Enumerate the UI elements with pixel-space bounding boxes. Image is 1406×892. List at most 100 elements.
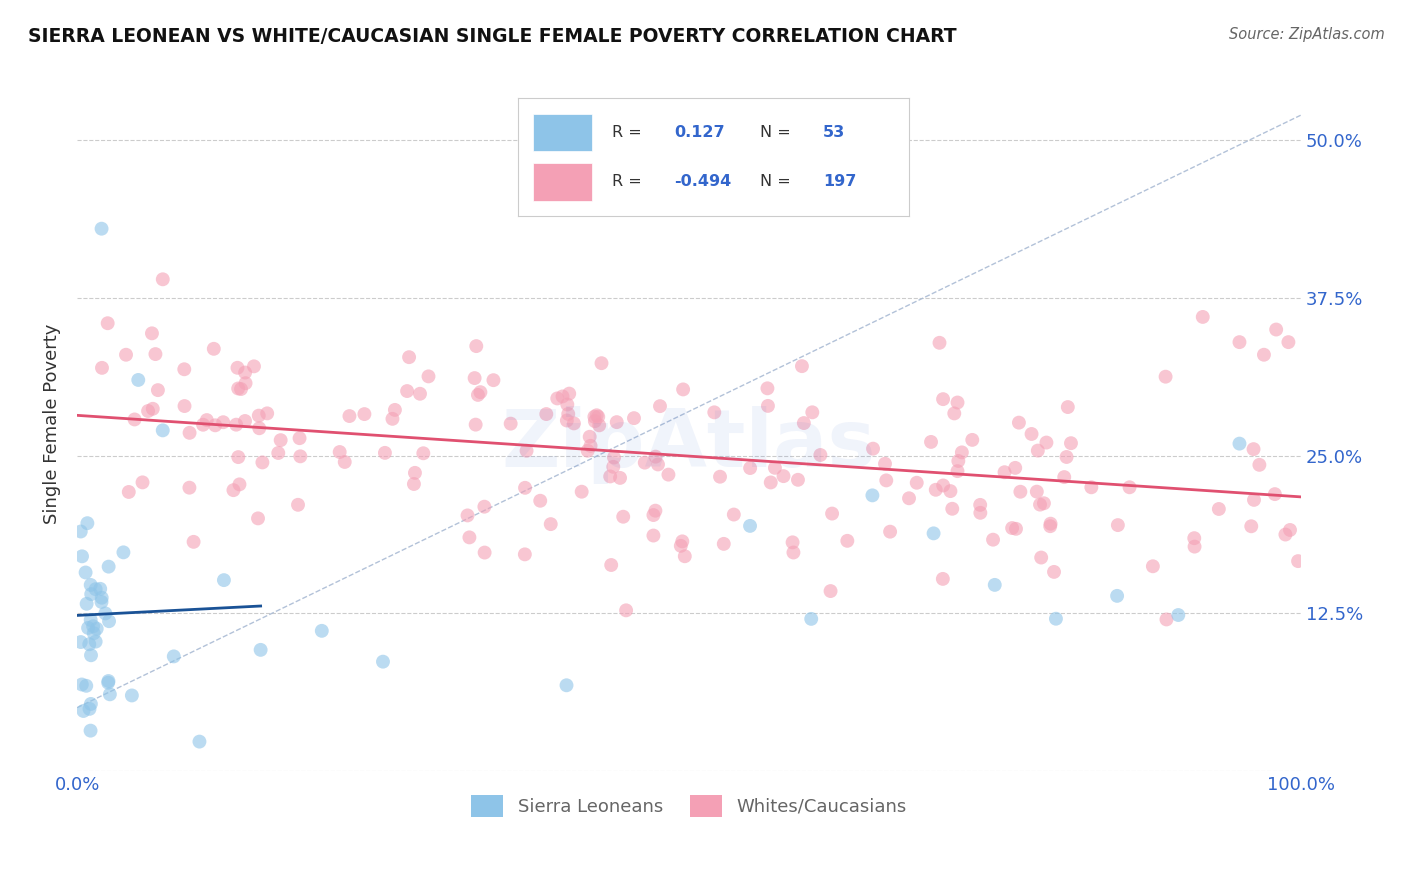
Point — [146, 383, 169, 397]
Point — [1167, 607, 1189, 622]
Point — [1008, 416, 1031, 430]
Point — [80, 587, 103, 601]
Point — [84, 634, 107, 648]
Point — [536, 407, 558, 421]
Point — [948, 454, 970, 468]
Point — [97, 559, 120, 574]
Point — [1080, 480, 1102, 494]
Point — [1264, 487, 1286, 501]
Point — [516, 443, 538, 458]
Point — [709, 469, 731, 483]
Point — [288, 431, 311, 445]
Point — [571, 484, 593, 499]
Point — [90, 591, 112, 605]
Point — [922, 526, 945, 541]
Point — [962, 433, 984, 447]
Point — [270, 433, 292, 447]
Point — [145, 347, 167, 361]
Point — [233, 366, 256, 380]
Point — [173, 362, 195, 376]
Point — [981, 533, 1004, 547]
Point — [932, 572, 955, 586]
Point — [808, 448, 831, 462]
Point — [1025, 484, 1047, 499]
Point — [457, 508, 479, 523]
Point — [585, 409, 607, 423]
Point — [606, 415, 628, 429]
Point — [932, 392, 955, 406]
Point — [97, 673, 120, 688]
Point — [482, 373, 505, 387]
Point — [142, 401, 165, 416]
Point — [226, 382, 249, 396]
Point — [614, 603, 637, 617]
Point — [557, 407, 579, 421]
Point — [1045, 612, 1067, 626]
Point — [247, 511, 270, 525]
Point — [950, 445, 973, 459]
Point — [228, 477, 250, 491]
Point — [1277, 335, 1299, 350]
Point — [623, 411, 645, 425]
Point — [873, 457, 896, 471]
Point — [212, 573, 235, 587]
Point — [1107, 589, 1129, 603]
Point — [1060, 436, 1083, 450]
Point — [1253, 348, 1275, 362]
Point — [1039, 519, 1062, 533]
Text: SIERRA LEONEAN VS WHITE/CAUCASIAN SINGLE FEMALE POVERTY CORRELATION CHART: SIERRA LEONEAN VS WHITE/CAUCASIAN SINGLE… — [28, 27, 956, 45]
Point — [1026, 443, 1049, 458]
Point — [555, 678, 578, 692]
Point — [578, 430, 600, 444]
Point — [879, 524, 901, 539]
Point — [94, 607, 117, 621]
Point — [800, 612, 823, 626]
Point — [1240, 519, 1263, 533]
Point — [402, 477, 425, 491]
Point — [247, 409, 270, 423]
Point — [860, 488, 883, 502]
Point — [648, 399, 671, 413]
Point — [984, 578, 1007, 592]
Point — [136, 404, 159, 418]
Point — [467, 388, 489, 402]
Point — [644, 450, 666, 464]
Point — [396, 384, 419, 398]
Point — [969, 506, 991, 520]
Point — [738, 519, 761, 533]
Point — [97, 316, 120, 330]
Point — [790, 359, 813, 373]
Point — [131, 475, 153, 490]
Point — [1243, 442, 1265, 457]
Point — [381, 412, 404, 426]
Point — [576, 443, 599, 458]
Point — [79, 702, 101, 716]
Point — [79, 613, 101, 627]
Point — [409, 386, 432, 401]
Point — [647, 458, 669, 472]
Point — [152, 423, 174, 437]
Point — [579, 439, 602, 453]
Point — [875, 474, 897, 488]
Point — [89, 582, 111, 596]
Point — [458, 530, 481, 544]
Point — [513, 547, 536, 561]
Point — [562, 417, 585, 431]
Text: ZipAtlas: ZipAtlas — [502, 406, 876, 483]
Point — [941, 501, 963, 516]
Point — [247, 421, 270, 435]
Point — [801, 405, 824, 419]
Point — [229, 382, 252, 396]
Point — [644, 503, 666, 517]
Point — [115, 348, 138, 362]
Point — [311, 624, 333, 638]
Point — [920, 434, 942, 449]
Point — [925, 483, 948, 497]
Point — [290, 450, 312, 464]
Point — [91, 360, 114, 375]
Point — [226, 450, 249, 464]
Point — [1039, 516, 1062, 531]
Point — [235, 376, 257, 391]
Point — [83, 626, 105, 640]
Point — [946, 395, 969, 409]
